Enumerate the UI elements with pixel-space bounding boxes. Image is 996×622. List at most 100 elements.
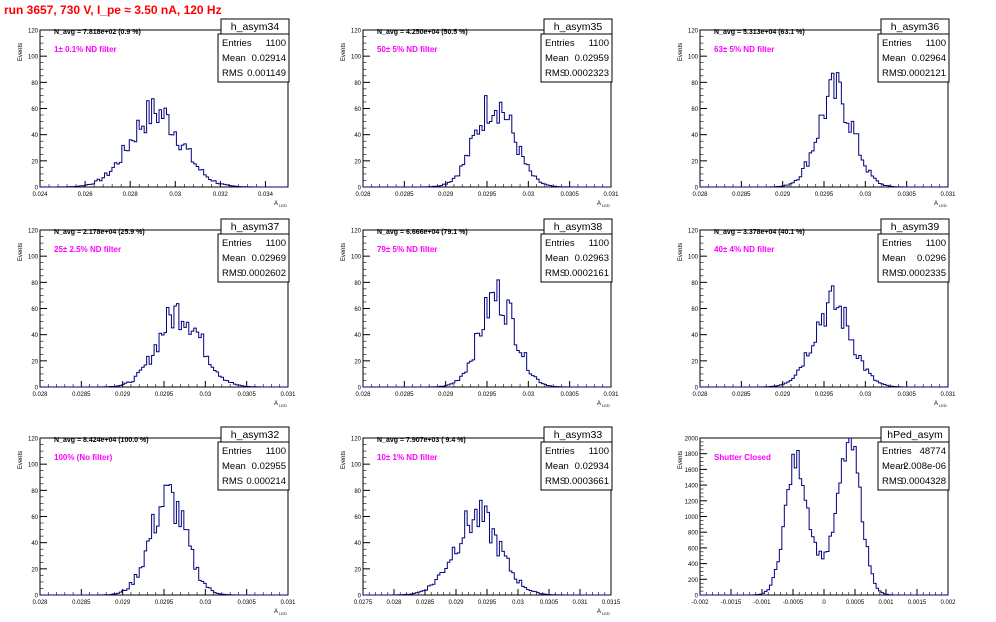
x-tick-label: 0.0295 xyxy=(155,600,174,606)
stats-value: 0.02963 xyxy=(575,253,609,264)
x-tick-label: 0.0005 xyxy=(846,600,865,606)
filter-annotation: 1± 0.1% ND filter xyxy=(54,45,117,54)
stats-box xyxy=(217,441,290,491)
x-axis-label: A xyxy=(274,609,278,615)
x-tick-label: -0.002 xyxy=(691,600,709,606)
histogram-h_asym38: 0 20 40 60 80 100 120 0.028 0.0285 0.029 0.0295 0.0… xyxy=(341,218,619,408)
stats-box xyxy=(217,33,290,83)
y-tick-label: 100 xyxy=(351,55,362,61)
x-tick-label: 0.03 xyxy=(512,600,524,606)
histogram-line xyxy=(700,437,948,596)
stats-label: RMS xyxy=(882,68,903,79)
y-tick-label: 20 xyxy=(31,159,38,165)
x-tick-label: 0.029 xyxy=(448,600,464,606)
filter-annotation: 50± 5% ND filter xyxy=(377,45,437,54)
x-tick-label: 0.0305 xyxy=(897,392,916,398)
x-tick-label: 0.03 xyxy=(169,192,181,198)
stats-value: 1100 xyxy=(926,238,946,249)
y-tick-label: 40 xyxy=(354,541,361,547)
stats-value: 0.02955 xyxy=(252,461,286,472)
x-tick-label: 0.028 xyxy=(355,392,371,398)
x-tick-label: 0.0305 xyxy=(540,600,559,606)
x-tick-label: 0.0295 xyxy=(478,192,497,198)
histogram-line xyxy=(363,499,611,596)
y-tick-label: 80 xyxy=(691,281,698,287)
stats-value: 1100 xyxy=(266,446,286,457)
stats-label: Mean xyxy=(222,53,246,64)
x-axis-subscript: LED xyxy=(602,203,610,208)
stats-label: Mean xyxy=(882,53,906,64)
stats-value: 0.000214 xyxy=(246,476,286,487)
x-tick-label: 0.031 xyxy=(940,392,956,398)
y-tick-label: 40 xyxy=(31,333,38,339)
stats-label: Entries xyxy=(222,446,252,457)
y-tick-label: 120 xyxy=(351,29,362,35)
y-tick-label: 0 xyxy=(358,594,362,600)
filter-annotation: 100% (No filter) xyxy=(54,453,113,462)
y-tick-label: 1800 xyxy=(685,452,699,458)
stats-box xyxy=(540,441,613,491)
x-tick-label: 0.0305 xyxy=(560,192,579,198)
x-axis-subscript: LED xyxy=(279,403,287,408)
stats-value: 0.0002161 xyxy=(564,268,609,279)
histogram-line xyxy=(363,95,611,188)
stats-value: 1100 xyxy=(589,446,609,457)
y-tick-label: 60 xyxy=(31,307,38,313)
y-axis-label: Events xyxy=(678,243,684,261)
x-tick-label: 0.0305 xyxy=(560,392,579,398)
y-tick-label: 120 xyxy=(688,29,699,35)
x-tick-label: 0.029 xyxy=(775,192,791,198)
n-avg-label: N_avg = 3.378e+04 (40.1 %) xyxy=(714,229,805,236)
x-tick-label: 0.0315 xyxy=(602,600,621,606)
x-axis-label: A xyxy=(274,201,278,207)
y-tick-label: 0 xyxy=(358,186,362,192)
y-tick-label: 20 xyxy=(691,159,698,165)
stats-value: 1100 xyxy=(589,238,609,249)
stats-value: 1100 xyxy=(266,238,286,249)
y-tick-label: 80 xyxy=(31,281,38,287)
x-tick-label: 0.0285 xyxy=(395,392,414,398)
y-axis-label: Events xyxy=(341,243,347,261)
stats-value: 2.008e-06 xyxy=(903,461,946,472)
y-tick-label: 60 xyxy=(31,515,38,521)
x-tick-label: 0.031 xyxy=(280,600,296,606)
histogram-h_asym33: 0 20 40 60 80 100 120 0.0275 0.028 0.0285 0.029 0.0… xyxy=(341,426,621,616)
y-tick-label: 60 xyxy=(31,107,38,113)
y-tick-label: 600 xyxy=(688,546,699,552)
y-tick-label: 20 xyxy=(691,359,698,365)
stats-value: 0.0296 xyxy=(917,253,946,264)
x-tick-label: 0.03 xyxy=(199,600,211,606)
x-tick-label: 0.031 xyxy=(940,192,956,198)
histogram-name: h_asym34 xyxy=(231,21,280,33)
y-tick-label: 0 xyxy=(695,386,699,392)
filter-annotation: 10± 1% ND filter xyxy=(377,453,437,462)
x-tick-label: -0.0005 xyxy=(783,600,804,606)
x-tick-label: 0.028 xyxy=(123,192,139,198)
y-tick-label: 120 xyxy=(28,437,39,443)
x-tick-label: 0.031 xyxy=(280,392,296,398)
x-tick-label: 0.0285 xyxy=(72,392,91,398)
x-tick-label: 0.024 xyxy=(32,192,48,198)
x-tick-label: 0.03 xyxy=(859,192,871,198)
stats-value: 1100 xyxy=(266,38,286,49)
y-axis-label: Events xyxy=(18,451,24,469)
stats-box xyxy=(540,233,613,283)
histogram-h_asym37: 0 20 40 60 80 100 120 0.028 0.0285 0.029 0.0295 0.0… xyxy=(18,218,296,408)
x-tick-label: 0.028 xyxy=(355,192,371,198)
y-tick-label: 80 xyxy=(354,281,361,287)
y-tick-label: 0 xyxy=(35,186,39,192)
y-tick-label: 40 xyxy=(31,133,38,139)
n-avg-label: N_avg = 4.250e+04 (50.5 %) xyxy=(377,29,468,36)
x-tick-label: 0.0295 xyxy=(478,600,497,606)
x-tick-label: -0.001 xyxy=(753,600,771,606)
x-tick-label: 0.028 xyxy=(692,192,708,198)
stats-label: Mean xyxy=(882,461,906,472)
y-axis-label: Events xyxy=(341,43,347,61)
y-tick-label: 60 xyxy=(354,515,361,521)
x-tick-label: 0.028 xyxy=(386,600,402,606)
y-tick-label: 800 xyxy=(688,531,699,537)
histogram-name: h_asym33 xyxy=(554,429,603,441)
x-tick-label: 0.029 xyxy=(438,392,454,398)
histogram-name: h_asym36 xyxy=(891,21,940,33)
